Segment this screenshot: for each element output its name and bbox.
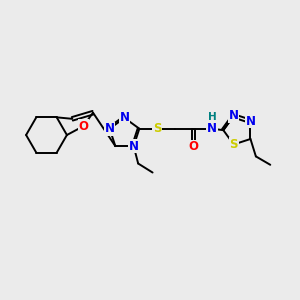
- Text: H: H: [208, 112, 216, 122]
- Text: O: O: [78, 120, 88, 133]
- Text: S: S: [230, 138, 238, 151]
- Text: N: N: [129, 140, 139, 153]
- Text: N: N: [245, 115, 256, 128]
- Text: S: S: [153, 122, 162, 135]
- Text: N: N: [119, 111, 130, 124]
- Text: N: N: [105, 122, 115, 135]
- Text: O: O: [188, 140, 198, 153]
- Text: N: N: [207, 122, 217, 135]
- Text: N: N: [229, 110, 239, 122]
